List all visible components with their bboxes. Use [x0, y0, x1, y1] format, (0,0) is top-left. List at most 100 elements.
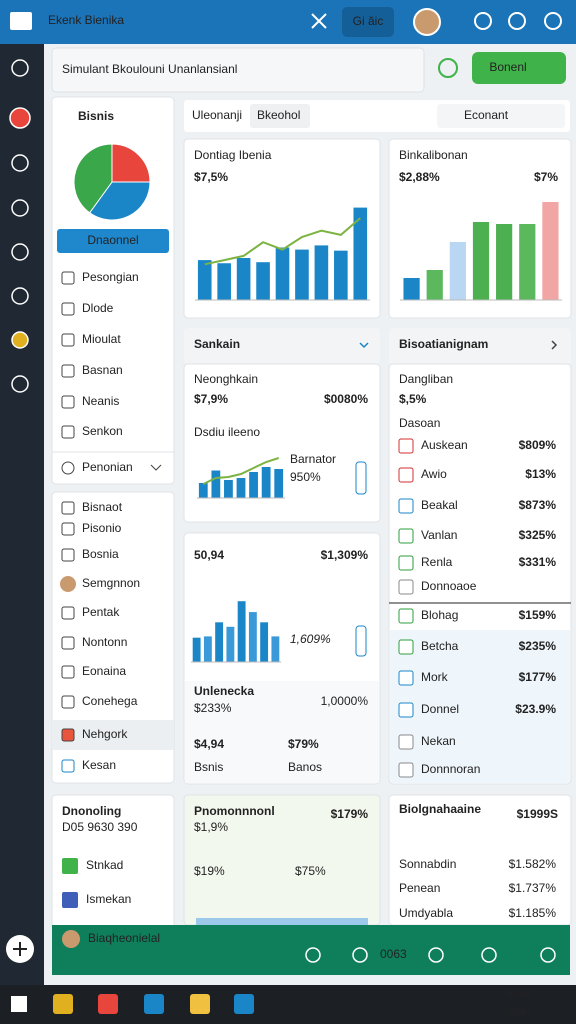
bottom-icon[interactable]	[305, 947, 321, 963]
row-value: $235%	[519, 639, 557, 653]
menu-item[interactable]: Basnan	[82, 363, 123, 377]
row-name[interactable]: Donnel	[421, 702, 459, 716]
tab[interactable]: Econant	[464, 108, 509, 122]
row-name[interactable]: Vanlan	[421, 528, 457, 542]
pie-slice	[73, 143, 113, 214]
menu-item[interactable]: Mioulat	[82, 332, 121, 346]
avatar[interactable]	[413, 8, 441, 36]
row-name[interactable]: Renla	[421, 555, 453, 569]
row-icon	[398, 555, 414, 571]
tab-chip	[437, 104, 565, 128]
sidebar-icon[interactable]	[11, 199, 29, 217]
row-value: $1.582%	[509, 857, 557, 871]
start-button	[11, 996, 27, 1012]
row-icon	[398, 702, 414, 718]
row-name[interactable]: Awio	[421, 467, 447, 481]
task-icon	[98, 994, 118, 1014]
panel-button[interactable]: Dnaonnel	[87, 233, 138, 247]
bottom-icon[interactable]	[481, 947, 497, 963]
menu-item[interactable]: Pesongian	[82, 270, 139, 284]
row-value: $809%	[519, 438, 557, 452]
bar	[314, 245, 329, 300]
nav-item[interactable]: Semgnnon	[82, 576, 140, 590]
nav-item[interactable]: Eonaina	[82, 664, 126, 678]
tab[interactable]: Uleonanji	[192, 108, 242, 122]
row-icon	[398, 528, 414, 544]
bar	[275, 247, 290, 300]
menu-item[interactable]: Senkon	[82, 424, 123, 438]
legend-label: Barnator	[290, 452, 336, 466]
sidebar-icon[interactable]	[11, 59, 29, 77]
dropdown[interactable]: Penonian	[82, 460, 133, 474]
close-icon[interactable]	[311, 13, 327, 29]
big-value: $4,94	[194, 737, 224, 751]
row-icon	[398, 670, 414, 686]
bar	[224, 480, 233, 498]
address-text[interactable]: Simulant Bkoulouni Unanlansianl	[62, 62, 237, 76]
bottom-icon[interactable]	[352, 947, 368, 963]
card-title: 50,94	[194, 548, 224, 562]
bar	[449, 242, 466, 300]
menu-item[interactable]: Neanis	[82, 394, 119, 408]
chevron	[551, 340, 558, 350]
card-title: Dontiag Ibenia	[194, 148, 272, 162]
item-icon	[61, 548, 75, 562]
menu-item[interactable]: Dlode	[82, 301, 114, 315]
sidebar-icon[interactable]	[9, 107, 31, 129]
row-name[interactable]: Mork	[421, 670, 449, 684]
nav-item[interactable]: Nontonn	[82, 635, 127, 649]
nav-item[interactable]: Bosnia	[82, 547, 119, 561]
top-icon[interactable]	[474, 12, 492, 30]
row-name[interactable]: Beakal	[421, 498, 458, 512]
add-icon	[13, 942, 27, 956]
row-name[interactable]: Blohag	[421, 608, 458, 622]
row-icon	[398, 762, 414, 778]
item-icon	[61, 759, 75, 773]
nav-item[interactable]: Bisnaot	[82, 500, 123, 514]
tab[interactable]: Bkeohol	[257, 108, 300, 122]
primary-button[interactable]: Bonenl	[489, 60, 526, 74]
dropdown-icon	[61, 461, 75, 475]
row-value: $331%	[519, 555, 557, 569]
item-icon	[61, 728, 75, 742]
bar	[403, 278, 420, 300]
task-icon	[144, 994, 164, 1014]
nav-item[interactable]: Nehgork	[82, 727, 128, 741]
row-name[interactable]: Betcha	[421, 639, 459, 653]
card-header-title: Sankain	[194, 337, 240, 351]
sidebar-icon[interactable]	[11, 154, 29, 172]
card-title: Biolgnahaaine	[399, 802, 481, 816]
nav-panel	[51, 491, 175, 784]
top-button[interactable]: Gi ăic	[353, 14, 384, 28]
row-name[interactable]: Donnoaoe	[421, 579, 477, 593]
bar	[542, 202, 559, 300]
top-icon[interactable]	[544, 12, 562, 30]
bottom-icon[interactable]	[540, 947, 556, 963]
card-value: $1,9%	[194, 820, 228, 834]
row-name[interactable]: Donnnoran	[421, 762, 480, 776]
sidebar-icon[interactable]	[11, 243, 29, 261]
sidebar-icon[interactable]	[11, 375, 29, 393]
bar	[295, 249, 309, 300]
footer-item[interactable]: Ismekan	[86, 892, 131, 906]
row-name[interactable]: Auskean	[421, 438, 468, 452]
bottom-code[interactable]: 0063	[380, 947, 407, 961]
row-value: $23.9%	[515, 702, 556, 716]
nav-item[interactable]: Pisonio	[82, 521, 122, 535]
nav-item[interactable]: Pentak	[82, 605, 120, 619]
top-bar	[0, 0, 576, 44]
card-value: $1,309%	[321, 548, 369, 562]
bottom-icon[interactable]	[428, 947, 444, 963]
row-name[interactable]: Nekan	[421, 734, 456, 748]
panel-title: Bisnis	[78, 109, 114, 123]
sidebar-icon[interactable]	[11, 287, 29, 305]
sidebar-icon[interactable]	[11, 331, 29, 349]
panel-title: Dnonoling	[62, 804, 121, 818]
trend-line	[204, 217, 361, 266]
app-title: Ekenk Bienika	[48, 13, 124, 27]
nav-item[interactable]: Conehega	[82, 694, 138, 708]
nav-item[interactable]: Kesan	[82, 758, 116, 772]
top-icon[interactable]	[508, 12, 526, 30]
pie-slice	[111, 143, 151, 183]
footer-item[interactable]: Stnkad	[86, 858, 123, 872]
